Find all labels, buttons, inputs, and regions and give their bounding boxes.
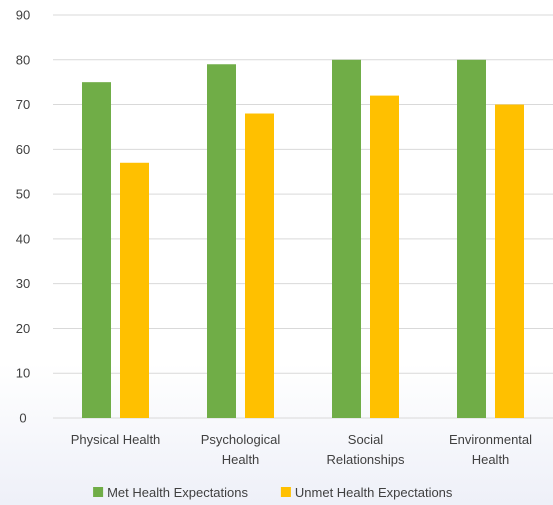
bar [245,113,274,418]
bar [370,95,399,418]
y-tick-label: 70 [16,97,30,112]
bar [120,162,149,418]
x-category-label: Health [222,452,260,467]
y-tick-label: 80 [16,52,30,67]
legend-entry: Met Health Expectations [107,485,248,500]
x-category-label: Relationships [326,452,405,467]
bar [82,82,111,419]
y-tick-label: 30 [16,276,30,291]
y-tick-label: 40 [16,231,30,246]
legend-swatch [280,487,291,497]
legend-swatch [93,487,104,497]
y-tick-label: 60 [16,142,30,157]
x-category-label: Physical Health [71,432,161,447]
y-tick-label: 90 [16,8,30,23]
bar [332,59,361,419]
bar [457,59,486,419]
bar [495,104,524,419]
x-category-label: Health [472,452,510,467]
y-tick-label: 50 [16,187,30,202]
bar [207,64,236,418]
y-tick-label: 10 [16,366,30,381]
x-category-label: Psychological [201,432,281,447]
legend-entry: Unmet Health Expectations [295,485,453,500]
y-tick-label: 0 [19,411,26,426]
y-tick-label: 20 [16,321,30,336]
x-category-label: Social [348,432,384,447]
x-category-label: Environmental [449,432,532,447]
